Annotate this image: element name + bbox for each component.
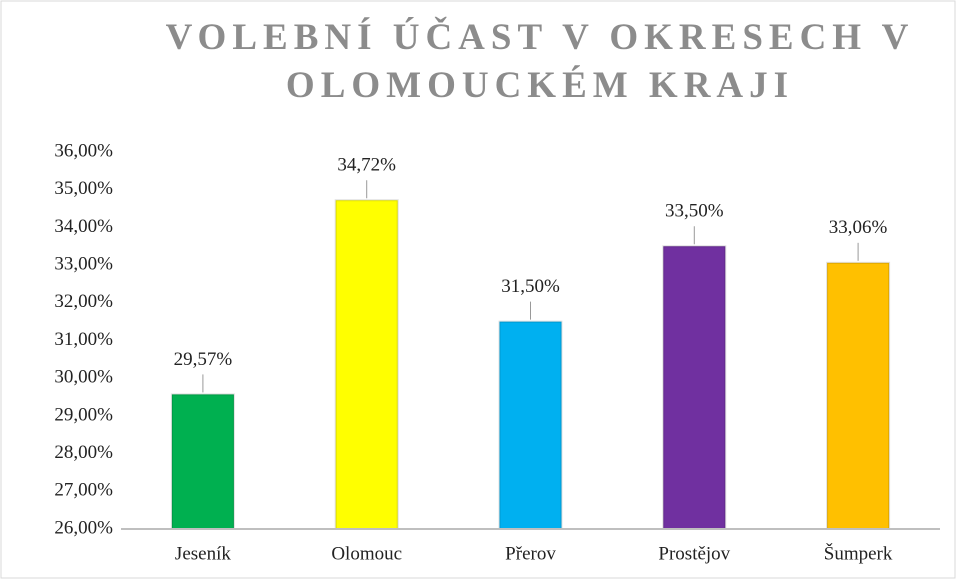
data-label: 34,72% (337, 155, 396, 176)
bar (170, 393, 235, 531)
data-label: 33,50% (665, 201, 724, 222)
y-tick-label: 31,00% (54, 329, 113, 350)
y-tick-label: 27,00% (54, 480, 113, 501)
bar (498, 320, 563, 530)
y-tick-label: 29,00% (54, 404, 113, 425)
y-tick-label: 35,00% (54, 178, 113, 199)
data-label: 33,06% (829, 217, 888, 238)
y-tick-label: 30,00% (54, 367, 113, 388)
bar (334, 199, 399, 530)
x-tick-label: Jeseník (175, 543, 231, 564)
y-tick-label: 33,00% (54, 253, 113, 274)
bar (826, 261, 891, 530)
data-label: 31,50% (501, 276, 560, 297)
x-tick-label: Prostějov (658, 543, 730, 564)
x-tick-label: Šumperk (824, 542, 893, 564)
x-tick-label: Olomouc (331, 543, 402, 564)
bar (662, 245, 727, 530)
y-tick-label: 26,00% (54, 517, 113, 538)
x-tick-label: Přerov (505, 543, 556, 564)
y-tick-label: 32,00% (54, 291, 113, 312)
chart-title: VOLEBNÍ ÚČAST V OKRESECH V OLOMOUCKÉM KR… (165, 17, 915, 106)
y-tick-label: 28,00% (54, 442, 113, 463)
y-tick-label: 34,00% (54, 216, 113, 237)
y-tick-label: 36,00% (54, 140, 113, 161)
data-label: 29,57% (174, 349, 233, 370)
